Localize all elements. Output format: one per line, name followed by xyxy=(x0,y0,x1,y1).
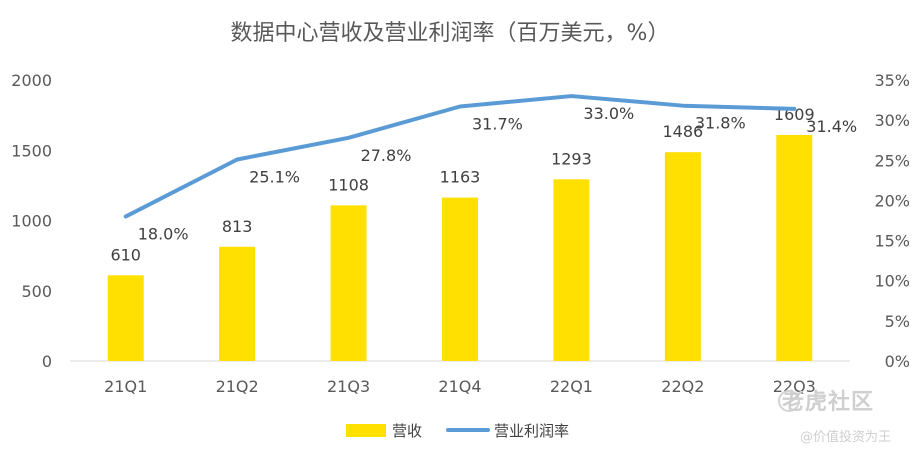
bar-value-label: 1163 xyxy=(440,168,481,187)
line-value-labels: 18.0% 25.1% 27.8% 31.7% 33.0% 31.8% 31.4% xyxy=(138,104,857,243)
x-tick-label: 22Q1 xyxy=(550,377,593,396)
bar-value-label: 1108 xyxy=(328,175,369,194)
line-value-label: 31.4% xyxy=(806,117,857,136)
watermark-sub: @价值投资为王 xyxy=(800,430,892,445)
y-left-tick-label: 1000 xyxy=(11,212,52,231)
legend-line-label: 营业利润率 xyxy=(494,422,569,440)
bar-value-label: 610 xyxy=(110,245,141,264)
y-right-tick-label: 15% xyxy=(874,232,910,251)
line-value-label: 31.7% xyxy=(472,114,523,133)
bar xyxy=(219,246,256,361)
chart-title: 数据中心营收及营业利润率（百万美元，%） xyxy=(231,21,670,46)
line-value-label: 18.0% xyxy=(138,224,189,243)
y-right-tick-label: 0% xyxy=(885,352,910,371)
y-right-tick-label: 25% xyxy=(874,151,910,170)
bar-series xyxy=(107,134,813,361)
bar xyxy=(776,134,813,361)
bar-value-label: 813 xyxy=(222,217,253,236)
bar xyxy=(664,152,701,361)
bar xyxy=(107,275,144,361)
legend-bar-label: 营收 xyxy=(392,422,422,440)
y-axis-left: 0 500 1000 1500 2000 xyxy=(11,71,52,371)
x-tick-label: 21Q3 xyxy=(327,377,370,396)
x-tick-label: 21Q2 xyxy=(216,377,259,396)
y-left-tick-label: 0 xyxy=(42,352,52,371)
line-path xyxy=(123,94,797,219)
y-right-tick-label: 10% xyxy=(874,272,910,291)
line-value-label: 25.1% xyxy=(249,167,300,186)
bar xyxy=(442,197,478,361)
bar-value-label: 1293 xyxy=(551,149,592,168)
bar xyxy=(553,179,590,361)
x-tick-label: 21Q4 xyxy=(438,377,481,396)
bar-value-label: 1486 xyxy=(662,122,703,141)
x-axis: 21Q1 21Q2 21Q3 21Q4 22Q1 22Q2 22Q3 xyxy=(104,377,816,396)
line-value-label: 27.8% xyxy=(361,146,412,165)
x-tick-label: 21Q1 xyxy=(104,377,147,396)
y-right-tick-label: 5% xyxy=(885,312,910,331)
watermark-logo-icon xyxy=(778,390,800,412)
y-left-tick-label: 1500 xyxy=(11,141,52,160)
y-axis-right: 0% 5% 10% 15% 20% 25% 30% 35% xyxy=(874,71,910,371)
line-series xyxy=(123,94,797,219)
y-right-tick-label: 35% xyxy=(874,71,910,90)
y-right-tick-label: 20% xyxy=(874,191,910,210)
legend: 营收 营业利润率 xyxy=(346,422,569,440)
y-left-tick-label: 2000 xyxy=(11,71,52,90)
line-value-label: 33.0% xyxy=(583,104,634,123)
x-tick-label: 22Q2 xyxy=(661,377,704,396)
watermark-main: 老虎社区 xyxy=(782,390,875,415)
y-left-tick-label: 500 xyxy=(21,282,52,301)
legend-bar-swatch xyxy=(346,424,386,437)
y-right-tick-label: 30% xyxy=(874,111,910,130)
line-value-label: 31.8% xyxy=(695,114,746,133)
bar xyxy=(330,205,367,361)
